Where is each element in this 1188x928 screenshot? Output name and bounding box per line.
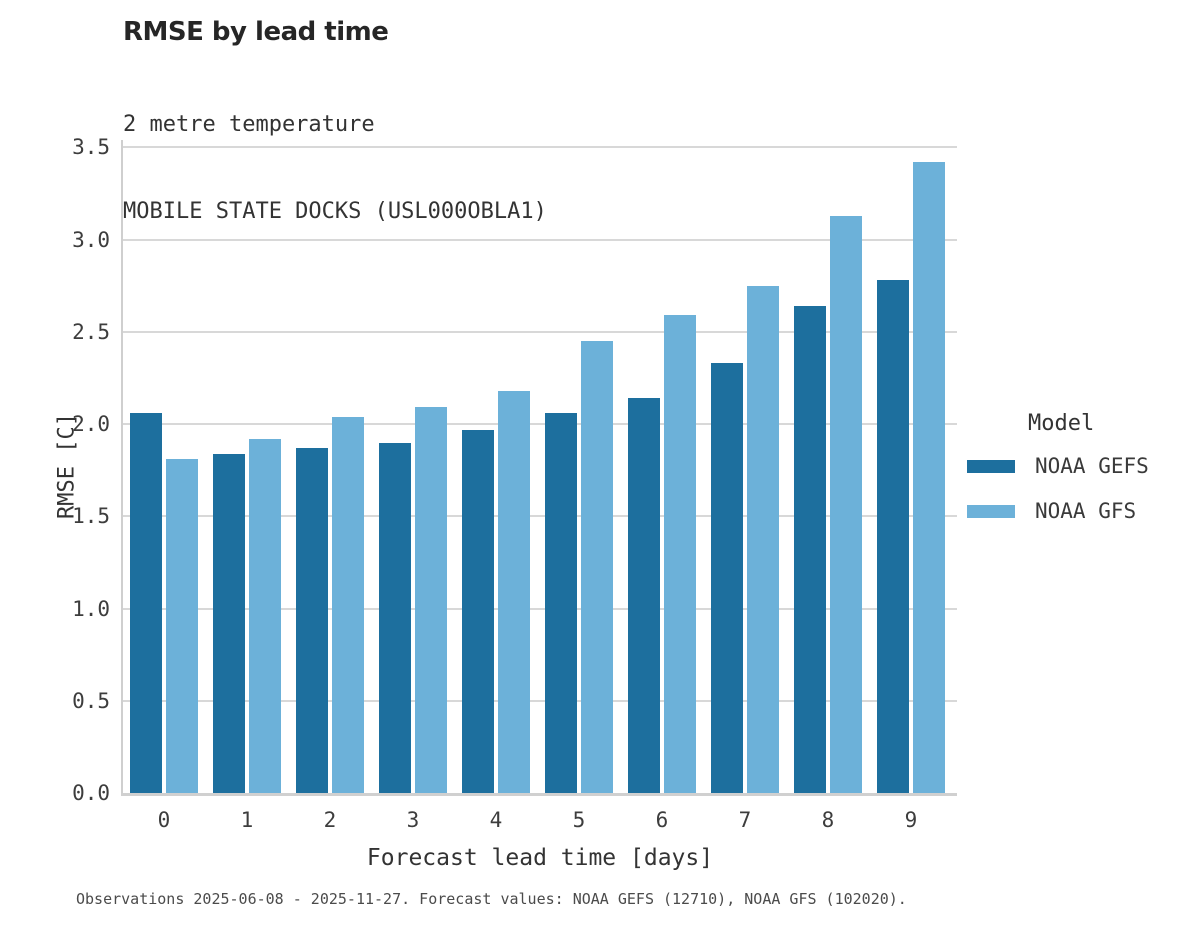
x-tick-label: 8 — [821, 808, 835, 832]
bar-noaa-gfs-day-9 — [913, 162, 945, 793]
x-tick-label: 0 — [157, 808, 171, 832]
x-tick-label: 7 — [738, 808, 752, 832]
bar-noaa-gfs-day-7 — [747, 286, 779, 793]
bar-noaa-gfs-day-8 — [830, 216, 862, 793]
bar-noaa-gefs-day-0 — [130, 413, 162, 793]
bar-noaa-gfs-day-0 — [166, 459, 198, 793]
legend-label: NOAA GFS — [1035, 499, 1137, 523]
y-tick-label: 2.5 — [72, 319, 110, 344]
chart-title: RMSE by lead time — [123, 17, 389, 47]
gridline — [123, 607, 957, 610]
gridline — [123, 330, 957, 333]
gridline — [123, 699, 957, 702]
y-tick-label: 1.5 — [72, 504, 110, 529]
subtitle-station: MOBILE STATE DOCKS (USL000OBLA1) — [123, 199, 547, 224]
plot-area: 0.0 0.5 1.0 1.5 2.0 2.5 3.0 3.5 0 1 2 3 4 5 6 7 8 9 — [72, 136, 957, 832]
x-axis-title: Forecast lead time [days] — [366, 845, 714, 871]
x-axis-spine — [121, 793, 957, 796]
bar-noaa-gefs-day-9 — [877, 280, 909, 793]
gridline — [123, 515, 957, 518]
legend-title: Model — [1028, 411, 1095, 436]
legend-items: NOAA GEFS NOAA GFS — [967, 454, 1187, 523]
legend-swatch — [967, 459, 1015, 473]
x-tick-label: 1 — [240, 808, 254, 832]
y-tick-label: 0.5 — [72, 688, 110, 713]
y-tick-label: 3.0 — [72, 227, 110, 252]
caption: Observations 2025-06-08 - 2025-11-27. Fo… — [76, 890, 907, 908]
x-tick-label: 2 — [323, 808, 337, 832]
y-tick-label: 3.5 — [72, 135, 110, 160]
y-tick-label: 1.0 — [72, 596, 110, 621]
bar-noaa-gefs-day-8 — [794, 306, 826, 793]
bar-noaa-gefs-day-1 — [213, 454, 245, 793]
bar-noaa-gefs-day-2 — [296, 448, 328, 793]
bar-noaa-gfs-day-5 — [581, 341, 613, 793]
gridline — [123, 146, 957, 149]
legend-item-noaa-gefs: NOAA GEFS — [967, 454, 1187, 478]
x-tick-label: 6 — [655, 808, 669, 832]
bar-noaa-gefs-day-7 — [711, 363, 743, 793]
x-tick-label: 9 — [904, 808, 918, 832]
gridline — [123, 423, 957, 426]
y-tick-label: 0.0 — [72, 781, 110, 805]
legend-item-noaa-gfs: NOAA GFS — [967, 499, 1187, 523]
bar-noaa-gfs-day-3 — [415, 407, 447, 793]
x-tick-label: 5 — [572, 808, 586, 832]
legend-label: NOAA GEFS — [1035, 454, 1149, 478]
bar-noaa-gfs-day-6 — [664, 315, 696, 793]
bar-noaa-gfs-day-2 — [332, 417, 364, 793]
y-tick-label: 2.0 — [72, 412, 110, 437]
bar-noaa-gefs-day-3 — [379, 443, 411, 793]
legend-swatch — [967, 504, 1015, 518]
bar-noaa-gefs-day-4 — [462, 430, 494, 793]
bar-noaa-gfs-day-4 — [498, 391, 530, 793]
bar-noaa-gfs-day-1 — [249, 439, 281, 793]
bar-noaa-gefs-day-6 — [628, 398, 660, 793]
chart-subtitle: 2 metre temperature MOBILE STATE DOCKS (… — [123, 52, 547, 255]
y-axis-spine — [121, 140, 123, 795]
legend: Model NOAA GEFS NOAA GFS — [967, 411, 1187, 544]
x-tick-label: 3 — [406, 808, 420, 832]
subtitle-variable: 2 metre temperature — [123, 112, 375, 137]
x-tick-label: 4 — [489, 808, 503, 832]
bar-noaa-gefs-day-5 — [545, 413, 577, 793]
gridline — [123, 238, 957, 241]
